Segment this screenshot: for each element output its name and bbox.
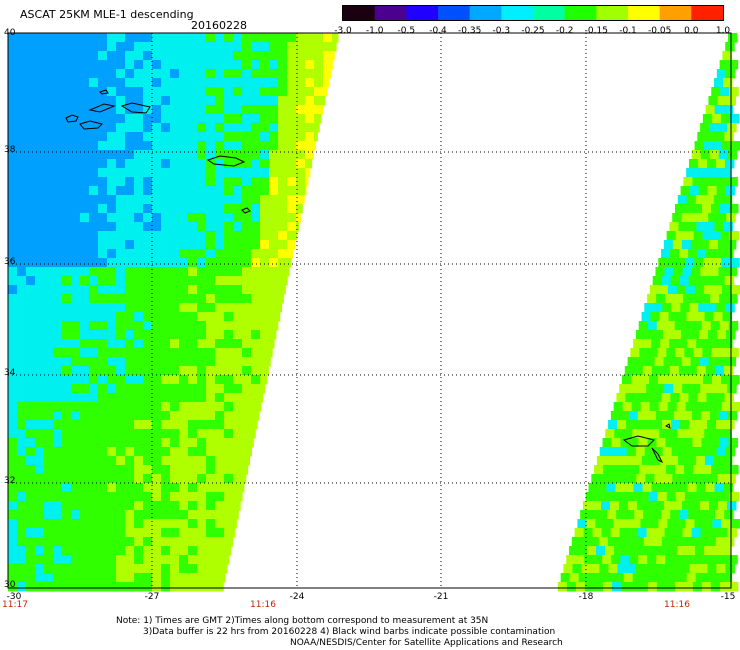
colorbar-segment	[628, 6, 661, 20]
colorbar-segment	[691, 6, 724, 20]
colorbar-segment	[659, 6, 692, 20]
lat-label-40: 40	[4, 28, 16, 38]
colorbar-label: -0.5	[397, 26, 416, 36]
colorbar-label: -0.05	[648, 26, 672, 36]
colorbar-segment	[501, 6, 534, 20]
coastline-outlines	[65, 89, 671, 464]
lat-label-36: 36	[4, 257, 16, 267]
swath-time-3: 11:16	[664, 600, 690, 610]
colorbar-segment	[469, 6, 502, 20]
colorbar	[342, 5, 724, 21]
product-title: ASCAT 25KM MLE-1 descending	[20, 8, 194, 21]
map-plot	[7, 32, 740, 592]
colorbar-label: 0.0	[684, 26, 699, 36]
lat-label-38: 38	[4, 145, 16, 155]
lat-label-32: 32	[4, 476, 16, 486]
lon-label-m24: -24	[289, 592, 305, 602]
lat-label-30: 30	[4, 580, 16, 590]
colorbar-labels: -3.0 -1.0 -0.5 -0.4 -0.35 -0.3 -0.25 -0.2 -0.15 -…	[0, 26, 740, 40]
lon-label-m15: -15	[720, 592, 736, 602]
map-frame	[7, 32, 732, 589]
swath-time-2: 11:16	[250, 600, 276, 610]
lon-label-m18: -18	[578, 592, 594, 602]
lon-label-m21: -21	[433, 592, 449, 602]
colorbar-label: -0.35	[458, 26, 482, 36]
colorbar-segment	[533, 6, 566, 20]
colorbar-segment	[406, 6, 439, 20]
graticule	[8, 33, 731, 588]
note-line-2: 3)Data buffer is 22 hrs from 20160228 4)…	[143, 627, 556, 637]
note-line-1: Note: 1) Times are GMT 2)Times along bot…	[116, 616, 489, 626]
lat-label-34: 34	[4, 368, 16, 378]
swath-time-1: 11:17	[2, 600, 28, 610]
colorbar-label: -0.3	[492, 26, 511, 36]
product-date: 20160228	[191, 19, 247, 32]
colorbar-label: -0.15	[584, 26, 608, 36]
colorbar-label: -0.1	[619, 26, 637, 36]
colorbar-segment	[564, 6, 597, 20]
lon-label-m30: -30	[6, 592, 22, 602]
colorbar-segment	[343, 6, 376, 20]
colorbar-label: -0.2	[555, 26, 574, 36]
colorbar-label: -0.25	[521, 26, 545, 36]
colorbar-label: -1.0	[365, 26, 384, 36]
note-line-3: NOAA/NESDIS/Center for Satellite Applica…	[290, 638, 563, 648]
colorbar-label: -3.0	[334, 26, 352, 36]
lon-label-m27: -27	[144, 592, 160, 602]
colorbar-label: -0.4	[429, 26, 447, 36]
scatterometer-field	[8, 33, 740, 592]
colorbar-segment	[596, 6, 629, 20]
colorbar-segment	[438, 6, 471, 20]
colorbar-label: 1.0	[715, 26, 731, 36]
colorbar-segment	[374, 6, 407, 20]
